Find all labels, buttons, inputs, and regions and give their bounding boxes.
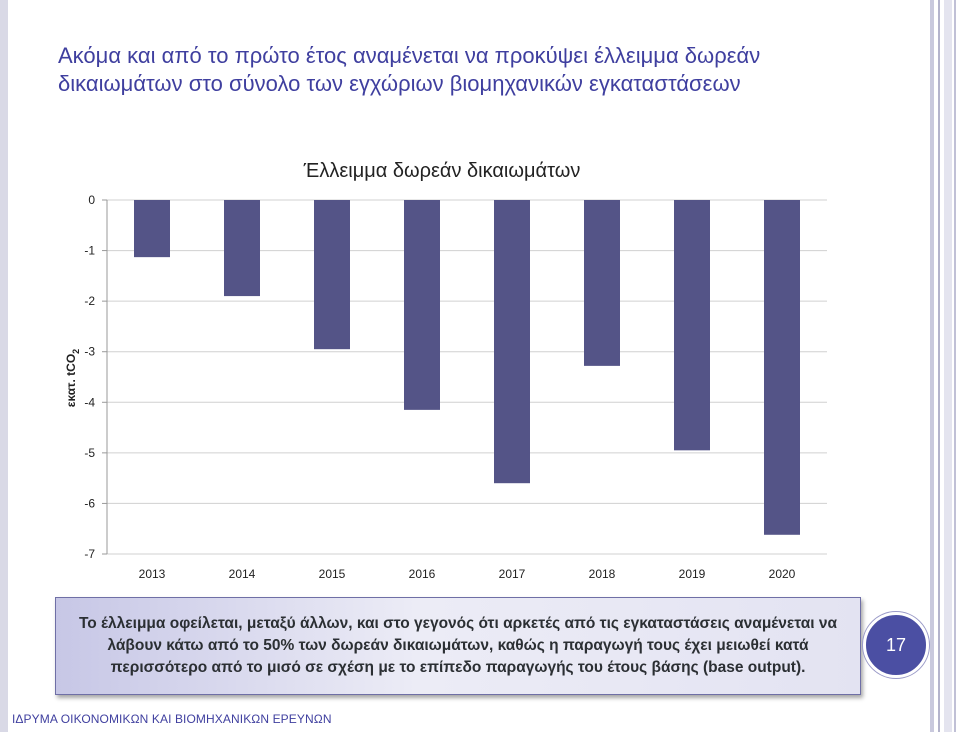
y-tick-label: -1 xyxy=(84,244,95,258)
slide-title: Ακόμα και από το πρώτο έτος αναμένεται ν… xyxy=(58,42,878,98)
y-tick-label: -6 xyxy=(84,496,95,510)
y-tick-label: -2 xyxy=(84,294,95,308)
y-axis-label: εκατ. tCO2 xyxy=(64,349,81,407)
x-tick-label: 2015 xyxy=(319,567,346,581)
deficit-bar-chart: Έλλειμμα δωρεάν δικαιωμάτων 0 -1 -2 -3 -4 -5 -… xyxy=(64,160,827,581)
bar-2018 xyxy=(584,200,620,366)
slide-title-line: Ακόμα και από το πρώτο έτος αναμένεται ν… xyxy=(58,43,761,68)
y-tick-label: 0 xyxy=(88,193,95,207)
right-decor-rail xyxy=(954,0,956,732)
bar-2014 xyxy=(224,200,260,297)
bar-2015 xyxy=(314,200,350,350)
x-tick-label: 2013 xyxy=(139,567,166,581)
x-tick-label: 2019 xyxy=(679,567,706,581)
chart-title: Έλλειμμα δωρεάν δικαιωμάτων xyxy=(303,160,581,182)
bar-2016 xyxy=(404,200,440,410)
y-tick-label: -3 xyxy=(84,345,95,359)
y-tick-label: -7 xyxy=(84,547,95,561)
footer-organization: ΙΔΡΥΜΑ ΟΙΚΟΝΟΜΙΚΩΝ ΚΑΙ ΒΙΟΜΗΧΑΝΙΚΩΝ ΕΡΕΥ… xyxy=(12,712,332,726)
y-tick-label: -5 xyxy=(84,446,95,460)
left-decor-rail xyxy=(0,0,8,732)
bar-2019 xyxy=(674,200,710,451)
right-decor-rail xyxy=(944,0,952,732)
x-tick-label: 2017 xyxy=(499,567,526,581)
note-callout-text: Το έλλειμμα οφείλεται, μεταξύ άλλων, και… xyxy=(78,615,838,676)
y-tick-label: -4 xyxy=(84,395,95,409)
bar-2020 xyxy=(764,200,800,535)
x-tick-label: 2016 xyxy=(409,567,436,581)
bar-2013 xyxy=(134,200,170,258)
x-tick-label: 2018 xyxy=(589,567,616,581)
right-decor-rail xyxy=(930,0,934,732)
chart-bars xyxy=(134,200,800,535)
right-decor-rail xyxy=(938,0,940,732)
y-axis-label-subscript: 2 xyxy=(71,349,81,354)
bar-2017 xyxy=(494,200,530,484)
chart-x-ticks: 2013 2014 2015 2016 2017 2018 2019 2020 xyxy=(139,567,796,581)
page-number-badge: 17 xyxy=(863,612,929,678)
chart-y-ticks: 0 -1 -2 -3 -4 -5 -6 -7 xyxy=(84,193,95,561)
x-tick-label: 2020 xyxy=(769,567,796,581)
slide-title-line: δικαιωμάτων στο σύνολο των εγχώριων βιομ… xyxy=(58,71,741,96)
note-callout-box: Το έλλειμμα οφείλεται, μεταξύ άλλων, και… xyxy=(55,597,861,695)
y-axis-label-main: εκατ. tCO xyxy=(64,354,78,407)
chart-gridlines xyxy=(102,199,827,555)
x-tick-label: 2014 xyxy=(229,567,256,581)
